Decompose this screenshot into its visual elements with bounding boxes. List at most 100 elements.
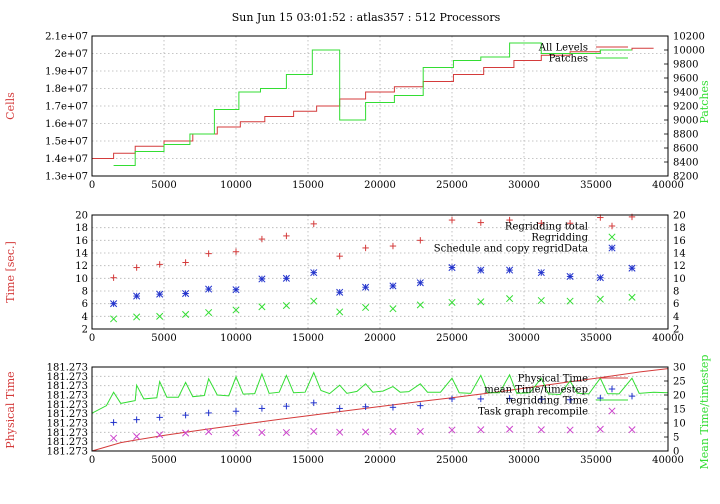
- y-tick-label: 8: [82, 287, 88, 298]
- legend-swatch: [608, 385, 616, 393]
- data-point: [133, 416, 140, 423]
- x-tick-label: 25000: [436, 455, 468, 466]
- data-point: [182, 259, 189, 266]
- legend-label: Schedule and copy regridData: [434, 244, 588, 255]
- x-tick-label: 10000: [220, 180, 252, 191]
- data-point: [133, 313, 141, 321]
- legend-swatch: [608, 222, 616, 230]
- data-point: [417, 402, 424, 409]
- data-point: [477, 426, 485, 434]
- y2-tick-label: 9800: [673, 60, 698, 71]
- data-point: [596, 295, 604, 303]
- data-point: [448, 216, 456, 224]
- data-point: [477, 266, 485, 274]
- y2-tick-label: 4: [673, 312, 679, 323]
- x-tick-label: 35000: [580, 455, 612, 466]
- y2-tick-label: 15: [673, 405, 686, 416]
- x-tick-label: 35000: [580, 333, 612, 344]
- data-point: [537, 269, 545, 277]
- y-tick-label: 181.273: [47, 409, 88, 420]
- y2-tick-label: 8400: [673, 158, 698, 169]
- data-point: [417, 237, 424, 244]
- y2-tick-label: 8600: [673, 144, 698, 155]
- x-tick-label: 40000: [652, 180, 684, 191]
- data-point: [182, 289, 190, 298]
- y2-tick-label: 10: [673, 274, 686, 285]
- data-point: [283, 403, 290, 410]
- x-tick-label: 10000: [220, 333, 252, 344]
- data-point: [156, 414, 163, 421]
- y-tick-label: 181.273: [47, 428, 88, 439]
- data-point: [566, 297, 574, 305]
- data-point: [282, 302, 290, 310]
- data-point: [416, 279, 424, 287]
- y-tick-label: 1.4e+07: [45, 154, 88, 165]
- y-axis-label: Physical Time: [4, 371, 17, 448]
- data-point: [133, 264, 140, 271]
- data-point: [182, 411, 189, 419]
- data-point: [336, 288, 344, 296]
- data-point: [310, 297, 318, 305]
- data-point: [416, 301, 424, 309]
- series-line: [113, 42, 632, 166]
- y2-tick-label: 30: [673, 363, 686, 374]
- data-point: [258, 275, 266, 283]
- panel-1: 0 5000 10000 15000 20000 25000 30000 35000 40000…: [4, 32, 711, 192]
- data-point: [566, 396, 574, 403]
- data-point: [336, 428, 344, 436]
- data-point: [232, 286, 240, 294]
- series-regridding: [110, 293, 636, 323]
- y-tick-label: 14: [75, 249, 88, 260]
- y2-tick-label: 25: [673, 377, 686, 388]
- data-point: [506, 395, 513, 402]
- y2-axis-label: Mean Time/timestep: [698, 355, 711, 470]
- y-tick-label: 1.6e+07: [45, 119, 88, 130]
- data-point: [537, 426, 545, 434]
- data-point: [110, 315, 118, 323]
- data-point: [110, 274, 117, 281]
- x-tick-label: 20000: [364, 180, 396, 191]
- data-point: [110, 300, 118, 308]
- data-point: [258, 428, 266, 437]
- x-tick-label: 0: [89, 333, 95, 344]
- x-tick-label: 15000: [292, 180, 324, 191]
- y2-tick-label: 20: [673, 211, 686, 222]
- y-tick-label: 181.273: [47, 381, 88, 392]
- legend-label: regridding Time: [506, 396, 588, 407]
- data-point: [258, 405, 266, 412]
- data-point: [258, 303, 266, 311]
- y2-tick-label: 12: [673, 261, 686, 272]
- legend-label: All Levels: [538, 43, 588, 54]
- legend-label: Physical Time: [518, 374, 588, 385]
- y-tick-label: 20: [75, 211, 88, 222]
- y-axis-label: Cells: [4, 92, 17, 120]
- legend-label: Patches: [549, 54, 588, 65]
- data-point: [506, 216, 513, 224]
- y2-tick-label: 18: [673, 223, 686, 234]
- data-point: [232, 306, 240, 314]
- data-point: [232, 408, 240, 415]
- data-point: [133, 432, 141, 440]
- y-tick-label: 1.3e+07: [45, 172, 88, 183]
- data-point: [448, 264, 456, 272]
- plot-frame: [91, 35, 669, 177]
- y-tick-label: 6: [82, 299, 88, 310]
- y-tick-label: 1.9e+07: [45, 67, 88, 78]
- legend-label: Regridding total: [505, 222, 588, 233]
- series-task-graph-recompile: [110, 425, 636, 442]
- series-patches: [113, 42, 632, 166]
- legend-label: mean Time/timestep: [484, 385, 588, 396]
- y2-tick-label: 8200: [673, 172, 698, 183]
- y-tick-label: 2: [82, 325, 88, 336]
- data-point: [596, 425, 604, 433]
- data-point: [566, 272, 574, 280]
- data-point: [336, 252, 343, 260]
- y2-tick-label: 0: [673, 447, 679, 458]
- data-point: [448, 298, 456, 306]
- y2-tick-label: 10000: [673, 46, 705, 57]
- x-tick-label: 35000: [580, 180, 612, 191]
- y2-tick-label: 9000: [673, 116, 698, 127]
